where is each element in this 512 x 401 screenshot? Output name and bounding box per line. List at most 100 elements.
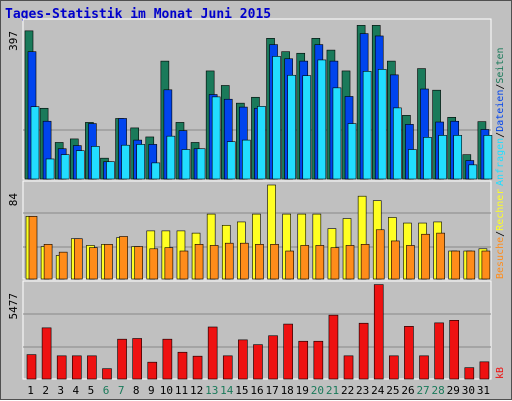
bar-rechner-9 (149, 248, 159, 280)
x-tick-label: 27 (416, 384, 429, 397)
x-tick-label: 17 (265, 384, 278, 397)
bar-seiten-27 (423, 137, 432, 180)
x-tick-label: 10 (160, 384, 173, 397)
bar-kb-15 (238, 339, 248, 380)
bar-kb-12 (192, 355, 203, 380)
bar-rechner-20 (315, 245, 325, 280)
bar-seiten-10 (166, 135, 176, 180)
bar-rechner-8 (134, 246, 143, 280)
bar-seiten-17 (272, 56, 281, 180)
bar-kb-29 (449, 320, 460, 380)
bar-kb-10 (162, 338, 173, 380)
bar-seiten-24 (377, 69, 387, 180)
bar-kb-7 (117, 338, 127, 380)
bar-rechner-24 (375, 229, 385, 280)
bar-rechner-31 (481, 250, 491, 280)
x-tick-label: 6 (103, 384, 110, 397)
bar-kb-9 (147, 361, 158, 380)
bar-seiten-25 (393, 107, 402, 180)
bar-rechner-21 (330, 247, 340, 280)
x-tick-label: 11 (175, 384, 188, 397)
legend-top: Anfragen/Dateien/Seiten (495, 47, 506, 186)
x-tick-label: 18 (281, 384, 294, 397)
bar-rechner-26 (406, 245, 415, 280)
bar-seiten-6 (106, 161, 115, 180)
bar-rechner-7 (119, 236, 128, 280)
x-tick-label: 9 (148, 384, 155, 397)
bar-kb-17 (268, 335, 278, 380)
bar-seiten-31 (483, 135, 493, 180)
bar-rechner-12 (194, 244, 204, 280)
x-tick-label: 4 (73, 384, 80, 397)
legend-bottom: kB (495, 367, 506, 379)
bar-kb-16 (253, 344, 263, 380)
bar-seiten-7 (121, 144, 130, 180)
bar-seiten-28 (438, 135, 447, 180)
ymax-label: 397 (7, 31, 20, 51)
bar-seiten-18 (287, 74, 296, 180)
bar-seiten-14 (226, 141, 236, 180)
bar-rechner-15 (240, 242, 249, 280)
bar-seiten-22 (347, 123, 357, 180)
bar-rechner-5 (89, 247, 98, 280)
x-tick-label: 2 (42, 384, 49, 397)
bar-kb-21 (328, 314, 339, 380)
bar-kb-30 (464, 367, 475, 380)
bar-rechner-17 (270, 244, 279, 280)
bar-kb-24 (373, 284, 384, 380)
bar-rechner-11 (179, 250, 189, 280)
bar-rechner-1 (28, 216, 38, 280)
bar-kb-1 (26, 354, 37, 380)
bar-kb-18 (283, 323, 293, 380)
bar-kb-19 (298, 340, 309, 380)
bar-rechner-27 (421, 233, 430, 280)
bar-seiten-4 (75, 150, 85, 180)
bar-kb-22 (343, 355, 354, 380)
x-tick-label: 20 (311, 384, 324, 397)
bar-seiten-5 (91, 146, 100, 180)
x-tick-label: 14 (220, 384, 234, 397)
bar-kb-4 (71, 355, 82, 380)
bar-seiten-3 (60, 154, 70, 180)
legend-middle: Besuche/Rechner (495, 189, 506, 279)
ymax-label: 84 (7, 193, 20, 207)
bar-rechner-28 (436, 232, 445, 280)
x-tick-label: 7 (118, 384, 125, 397)
bar-seiten-19 (302, 75, 312, 180)
bar-kb-20 (313, 340, 324, 380)
bar-kb-14 (222, 355, 233, 380)
bar-seiten-12 (196, 148, 206, 180)
x-tick-label: 3 (57, 384, 64, 397)
x-tick-label: 15 (235, 384, 248, 397)
bar-kb-31 (479, 361, 490, 380)
bar-seiten-13 (211, 96, 221, 180)
x-tick-label: 23 (356, 384, 369, 397)
x-tick-label: 31 (477, 384, 490, 397)
x-tick-label: 25 (386, 384, 399, 397)
bar-rechner-6 (104, 244, 113, 280)
bar-rechner-2 (43, 244, 53, 280)
bar-rechner-29 (451, 250, 461, 280)
bar-rechner-25 (391, 240, 400, 280)
chart-title: Tages-Statistik im Monat Juni 2015 (5, 7, 272, 22)
bar-seiten-1 (30, 106, 40, 180)
x-tick-label: 22 (341, 384, 354, 397)
bar-rechner-18 (285, 250, 294, 280)
bar-kb-23 (358, 322, 369, 380)
bar-seiten-16 (257, 106, 266, 180)
x-tick-label: 29 (447, 384, 460, 397)
x-tick-label: 16 (250, 384, 263, 397)
bar-rechner-14 (224, 242, 234, 280)
bar-seiten-9 (151, 162, 161, 180)
bar-kb-8 (132, 338, 142, 380)
bar-kb-3 (56, 355, 67, 380)
bar-kb-13 (207, 326, 218, 380)
bar-kb-2 (41, 327, 52, 380)
x-tick-label: 1 (27, 384, 34, 397)
bar-seiten-21 (332, 87, 342, 180)
bar-rechner-22 (345, 245, 355, 280)
bar-rechner-3 (58, 251, 68, 280)
ymax-label: 5477 (7, 293, 20, 320)
